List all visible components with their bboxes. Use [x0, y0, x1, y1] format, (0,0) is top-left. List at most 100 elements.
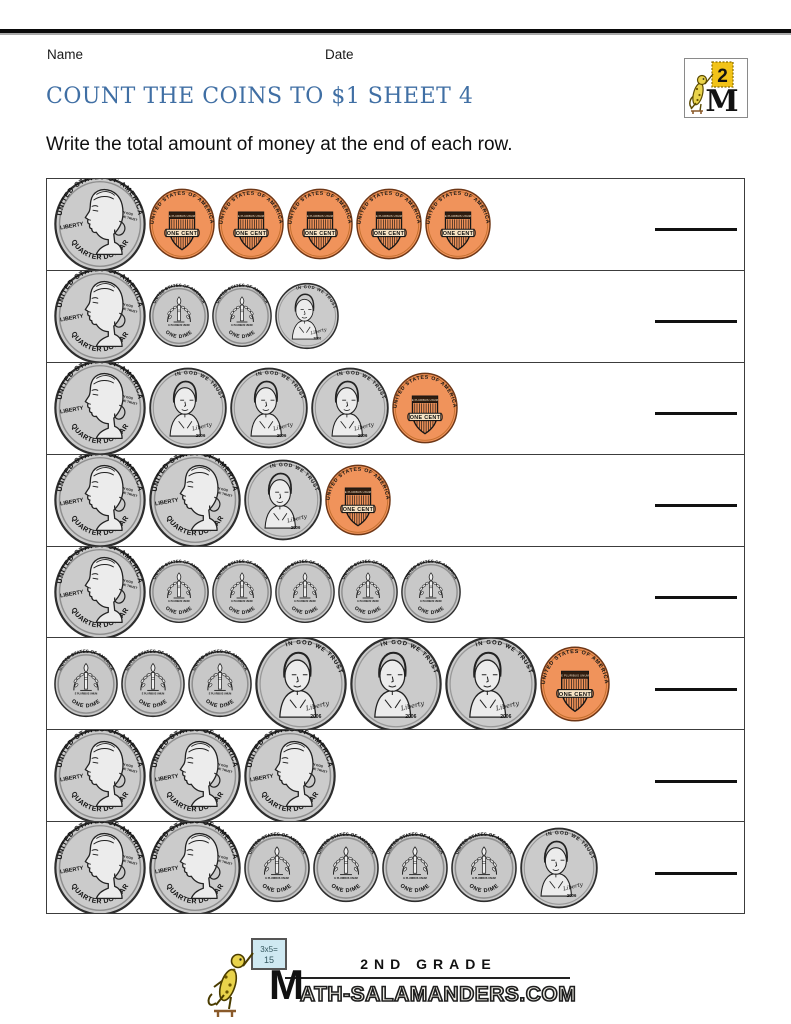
instruction-text: Write the total amount of money at the e…: [46, 134, 513, 155]
svg-text:ONE DIME: ONE DIME: [290, 605, 320, 616]
svg-text:WE TRUST: WE TRUST: [216, 766, 233, 774]
svg-text:Liberty: Liberty: [562, 881, 585, 892]
answer-blank: [655, 687, 737, 691]
svg-text:IN GOD: IN GOD: [312, 762, 324, 769]
penny-coin: UNITED STATES OF AMERICA E PLURIBUS UNUM…: [540, 646, 610, 722]
svg-text:ONE CENT: ONE CENT: [374, 232, 405, 238]
svg-text:2006: 2006: [405, 714, 416, 720]
coin-row-4: UNITED STATES OF AMERICA QUARTER DOLLAR …: [47, 454, 744, 547]
svg-text:LIBERTY: LIBERTY: [155, 497, 180, 507]
svg-text:ONE DIME: ONE DIME: [261, 883, 294, 894]
svg-text:E PLURIBUS UNUM: E PLURIBUS UNUM: [238, 215, 264, 219]
quarter-coin: UNITED STATES OF AMERICA QUARTER DOLLAR …: [244, 730, 336, 822]
footer-site-initial: M: [269, 961, 304, 1008]
svg-text:Liberty: Liberty: [191, 422, 214, 433]
coin-row-5: UNITED STATES OF AMERICA QUARTER DOLLAR …: [47, 546, 744, 639]
svg-text:ONE DIME: ONE DIME: [353, 605, 383, 616]
svg-text:2006: 2006: [500, 714, 511, 720]
svg-text:E PLURIBUS UNUM: E PLURIBUS UNUM: [168, 601, 189, 603]
quarter-coin: UNITED STATES OF AMERICA QUARTER DOLLAR …: [54, 362, 146, 454]
svg-text:E PLURIBUS UNUM: E PLURIBUS UNUM: [169, 215, 195, 219]
svg-text:LIBERTY: LIBERTY: [60, 773, 85, 783]
svg-text:E PLURIBUS UNUM: E PLURIBUS UNUM: [294, 601, 315, 603]
svg-text:E PLURIBUS UNUM: E PLURIBUS UNUM: [265, 876, 288, 879]
badge-number: 2: [717, 66, 728, 87]
svg-text:ONE DIME: ONE DIME: [137, 698, 169, 709]
nickel-coin: IN GOD WE TRUST Liberty 2006: [520, 827, 598, 908]
nickel-coin: IN GOD WE TRUST Liberty 2006: [244, 459, 322, 541]
svg-text:ONE DIME: ONE DIME: [164, 605, 194, 616]
name-label: Name: [47, 47, 84, 62]
svg-text:2006: 2006: [291, 525, 301, 530]
svg-text:LIBERTY: LIBERTY: [60, 865, 85, 875]
footer-logo: 3x5= 15: [200, 933, 292, 1024]
svg-text:WE TRUST: WE TRUST: [121, 858, 138, 866]
date-label: Date: [325, 47, 354, 62]
answer-blank: [655, 871, 737, 875]
svg-text:ONE DIME: ONE DIME: [399, 883, 432, 894]
svg-text:LIBERTY: LIBERTY: [60, 406, 85, 416]
quarter-coin: UNITED STATES OF AMERICA QUARTER DOLLAR …: [149, 454, 241, 546]
svg-text:Liberty: Liberty: [286, 514, 309, 525]
svg-text:2006: 2006: [196, 433, 206, 438]
svg-text:Liberty: Liberty: [353, 422, 376, 433]
svg-text:E PLURIBUS UNUM: E PLURIBUS UNUM: [561, 673, 589, 677]
dime-coin: UNITED STATES OF AMERICA ONE DIME E PLUR…: [149, 283, 209, 348]
svg-text:IN GOD: IN GOD: [122, 210, 134, 217]
svg-text:WE TRUST: WE TRUST: [216, 858, 233, 866]
answer-blank: [655, 779, 737, 783]
svg-text:ONE CENT: ONE CENT: [410, 415, 441, 421]
svg-text:WE TRUST: WE TRUST: [121, 582, 138, 590]
svg-text:E PLURIBUS UNUM: E PLURIBUS UNUM: [231, 325, 252, 327]
svg-text:WE TRUST: WE TRUST: [216, 490, 233, 498]
svg-text:E PLURIBUS UNUM: E PLURIBUS UNUM: [231, 601, 252, 603]
svg-text:E PLURIBUS UNUM: E PLURIBUS UNUM: [75, 692, 98, 695]
nickel-coin: IN GOD WE TRUST Liberty 2006: [149, 367, 227, 449]
svg-text:ONE CENT: ONE CENT: [343, 507, 374, 513]
svg-text:LIBERTY: LIBERTY: [155, 865, 180, 875]
svg-text:LIBERTY: LIBERTY: [60, 497, 85, 507]
penny-coin: UNITED STATES OF AMERICA E PLURIBUS UNUM…: [425, 189, 491, 260]
svg-text:ONE CENT: ONE CENT: [305, 232, 336, 238]
svg-text:2006: 2006: [313, 337, 321, 341]
nickel-coin: IN GOD WE TRUST Liberty 2006: [350, 638, 442, 730]
dime-coin: UNITED STATES OF AMERICA ONE DIME E PLUR…: [382, 832, 448, 902]
footer-grade-text: 2ND GRADE: [360, 956, 497, 972]
svg-text:E PLURIBUS UNUM: E PLURIBUS UNUM: [345, 490, 371, 494]
answer-blank: [655, 412, 737, 416]
svg-text:ONE DIME: ONE DIME: [164, 330, 194, 341]
svg-text:IN GOD: IN GOD: [122, 394, 134, 401]
svg-text:WE TRUST: WE TRUST: [121, 490, 138, 498]
quarter-coin: UNITED STATES OF AMERICA QUARTER DOLLAR …: [149, 730, 241, 822]
quarter-coin: UNITED STATES OF AMERICA QUARTER DOLLAR …: [54, 822, 146, 913]
nickel-coin: IN GOD WE TRUST Liberty 2006: [275, 283, 339, 350]
svg-text:IN GOD: IN GOD: [122, 762, 134, 769]
nickel-coin: IN GOD WE TRUST Liberty 2006: [255, 638, 347, 730]
penny-coin: UNITED STATES OF AMERICA E PLURIBUS UNUM…: [356, 189, 422, 260]
svg-text:ONE CENT: ONE CENT: [167, 232, 198, 238]
svg-text:E PLURIBUS UNUM: E PLURIBUS UNUM: [357, 601, 378, 603]
svg-text:WE TRUST: WE TRUST: [311, 766, 328, 774]
svg-text:E PLURIBUS UNUM: E PLURIBUS UNUM: [168, 325, 189, 327]
board-answer: 15: [264, 955, 274, 965]
quarter-coin: UNITED STATES OF AMERICA QUARTER DOLLAR …: [54, 730, 146, 822]
salamander-badge-icon: 2 M: [689, 61, 739, 119]
svg-text:E PLURIBUS UNUM: E PLURIBUS UNUM: [307, 215, 333, 219]
svg-text:WE TRUST: WE TRUST: [121, 398, 138, 406]
dime-coin: UNITED STATES OF AMERICA ONE DIME E PLUR…: [188, 649, 252, 717]
salamander-chalkboard-icon: 3x5= 15: [207, 938, 287, 1017]
coin-row-1: UNITED STATES OF AMERICA QUARTER DOLLAR …: [47, 179, 744, 271]
svg-text:Liberty: Liberty: [272, 422, 295, 433]
dime-coin: UNITED STATES OF AMERICA ONE DIME E PLUR…: [121, 649, 185, 717]
nickel-coin: IN GOD WE TRUST Liberty 2006: [445, 638, 537, 730]
svg-text:ONE DIME: ONE DIME: [227, 605, 257, 616]
svg-text:LIBERTY: LIBERTY: [60, 314, 85, 324]
nickel-coin: IN GOD WE TRUST Liberty 2006: [230, 367, 308, 449]
svg-text:ONE DIME: ONE DIME: [204, 698, 236, 709]
svg-text:2006: 2006: [358, 433, 368, 438]
dime-coin: UNITED STATES OF AMERICA ONE DIME E PLUR…: [54, 649, 118, 717]
svg-text:ONE CENT: ONE CENT: [443, 232, 474, 238]
penny-coin: UNITED STATES OF AMERICA E PLURIBUS UNUM…: [149, 189, 215, 260]
quarter-coin: UNITED STATES OF AMERICA QUARTER DOLLAR …: [54, 179, 146, 270]
svg-text:E PLURIBUS UNUM: E PLURIBUS UNUM: [376, 215, 402, 219]
